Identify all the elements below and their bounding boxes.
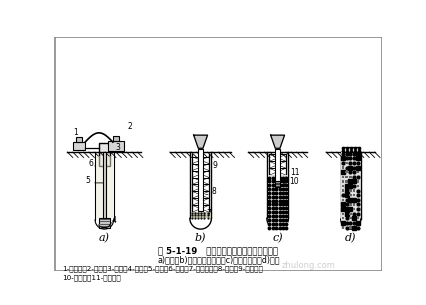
Bar (349, 217, 351, 220)
Text: c): c) (272, 233, 283, 243)
Bar (353, 194, 355, 196)
Bar (113, 136, 119, 141)
Text: 图 5-1-19   泥浆护壁钻孔灌注桩施工顺序图: 图 5-1-19 泥浆护壁钻孔灌注桩施工顺序图 (158, 246, 278, 255)
Bar (96, 156, 113, 217)
Bar (190, 212, 210, 218)
Bar (342, 199, 344, 201)
Bar (353, 208, 355, 210)
Text: a)钻孔；b)下钢筋笼及导管；c)灌注混凝土；d)成桩: a)钻孔；b)下钢筋笼及导管；c)灌注混凝土；d)成桩 (157, 255, 279, 264)
Text: 1-泥浆泵；2-钻机；3-护筒；4-钻头；5-钻杆；6-泥浆；7-沉淀泥浆；8-导管；9-钢筋笼；: 1-泥浆泵；2-钻机；3-护筒；4-钻头；5-钻杆；6-泥浆；7-沉淀泥浆；8-… (62, 266, 263, 272)
Bar (99, 218, 110, 228)
Text: d): d) (345, 233, 357, 243)
Text: 8: 8 (211, 188, 216, 196)
Bar (76, 138, 82, 142)
Bar (342, 217, 344, 220)
Bar (353, 203, 355, 206)
Text: b): b) (195, 233, 206, 243)
Bar (345, 176, 348, 178)
Bar (99, 143, 110, 166)
Bar (341, 152, 360, 229)
Polygon shape (194, 135, 207, 148)
Text: a): a) (99, 233, 110, 243)
Polygon shape (99, 225, 110, 228)
Bar (108, 141, 124, 151)
Bar (268, 175, 288, 228)
Text: 1: 1 (73, 128, 78, 137)
Bar (349, 176, 351, 178)
Text: 11: 11 (290, 168, 299, 177)
Bar (345, 180, 348, 182)
Bar (357, 217, 359, 220)
Bar (342, 166, 344, 169)
Bar (349, 189, 351, 192)
Bar (357, 171, 359, 173)
Bar (342, 226, 344, 229)
Bar (342, 189, 344, 192)
Bar (345, 162, 348, 164)
Text: 2: 2 (127, 122, 132, 131)
Text: 10-隔水塞；11-混凝土：: 10-隔水塞；11-混凝土： (62, 274, 121, 281)
Bar (342, 185, 344, 187)
Bar (349, 226, 351, 229)
Bar (349, 213, 351, 215)
Polygon shape (271, 135, 285, 148)
Bar (342, 176, 344, 178)
Text: 4: 4 (112, 216, 117, 225)
Bar (103, 152, 106, 221)
Bar (199, 149, 203, 211)
Bar (275, 149, 280, 182)
Bar (349, 194, 351, 196)
Bar (357, 185, 359, 187)
Text: 7: 7 (207, 209, 212, 218)
Text: 5: 5 (85, 176, 90, 185)
Text: 6: 6 (88, 159, 93, 168)
Text: 10: 10 (289, 177, 299, 186)
Text: zhulong.com: zhulong.com (282, 261, 335, 270)
Bar (342, 147, 360, 152)
Bar (349, 203, 351, 206)
Text: 3: 3 (116, 143, 121, 152)
Text: 9: 9 (213, 160, 218, 170)
Bar (345, 171, 348, 173)
Bar (342, 213, 344, 215)
Bar (73, 142, 85, 150)
Bar (342, 180, 344, 182)
Bar (353, 189, 355, 192)
Bar (275, 181, 280, 187)
Bar (357, 180, 359, 182)
